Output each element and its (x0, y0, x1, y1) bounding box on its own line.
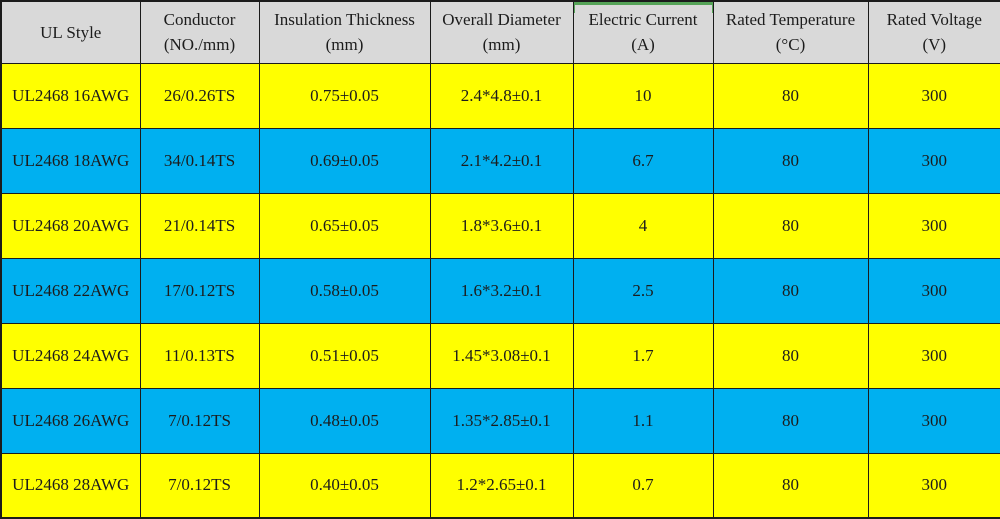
header-line: Electric Current (588, 9, 698, 29)
cell-ul-style: UL2468 26AWG (0, 387, 141, 454)
cell-electric-current: 0.7 (572, 452, 714, 519)
cell-electric-current: 6.7 (572, 127, 714, 194)
cell-insulation-thickness: 0.40±0.05 (258, 452, 431, 519)
header-line: Conductor (163, 9, 236, 29)
cell-ul-style: UL2468 22AWG (0, 257, 141, 324)
cell-insulation-thickness: 0.65±0.05 (258, 192, 431, 259)
cell-conductor: 17/0.12TS (139, 257, 260, 324)
cell-overall-diameter: 1.45*3.08±0.1 (429, 322, 574, 389)
cell-conductor: 21/0.14TS (139, 192, 260, 259)
cell-ul-style: UL2468 16AWG (0, 62, 141, 129)
header-row: UL Style Conductor (NO./mm) Insulation T… (0, 0, 1000, 64)
header-overall-diameter: Overall Diameter (mm) (429, 0, 574, 64)
table-row: UL2468 28AWG 7/0.12TS 0.40±0.05 1.2*2.65… (0, 452, 1000, 519)
header-rated-temperature: Rated Temperature (°C) (712, 0, 869, 64)
header-line: Overall Diameter (442, 9, 561, 29)
cell-electric-current: 1.7 (572, 322, 714, 389)
cell-ul-style: UL2468 28AWG (0, 452, 141, 519)
cell-rated-voltage: 300 (867, 192, 1000, 259)
header-line: Rated Temperature (725, 9, 856, 29)
cell-conductor: 7/0.12TS (139, 387, 260, 454)
header-insulation-thickness: Insulation Thickness (mm) (258, 0, 431, 64)
cell-rated-voltage: 300 (867, 452, 1000, 519)
header-conductor: Conductor (NO./mm) (139, 0, 260, 64)
cell-rated-temperature: 80 (712, 127, 869, 194)
table-row: UL2468 16AWG 26/0.26TS 0.75±0.05 2.4*4.8… (0, 62, 1000, 129)
cell-ul-style: UL2468 20AWG (0, 192, 141, 259)
cell-overall-diameter: 1.35*2.85±0.1 (429, 387, 574, 454)
cell-conductor: 11/0.13TS (139, 322, 260, 389)
table-row: UL2468 22AWG 17/0.12TS 0.58±0.05 1.6*3.2… (0, 257, 1000, 324)
header-line: Insulation Thickness (274, 9, 415, 29)
cell-rated-voltage: 300 (867, 257, 1000, 324)
table-header: UL Style Conductor (NO./mm) Insulation T… (0, 0, 1000, 64)
cell-rated-temperature: 80 (712, 62, 869, 129)
cell-overall-diameter: 2.1*4.2±0.1 (429, 127, 574, 194)
cell-insulation-thickness: 0.48±0.05 (258, 387, 431, 454)
table-body: UL2468 16AWG 26/0.26TS 0.75±0.05 2.4*4.8… (0, 62, 1000, 519)
header-electric-current: Electric Current (A) (572, 0, 714, 64)
table-row: UL2468 18AWG 34/0.14TS 0.69±0.05 2.1*4.2… (0, 127, 1000, 194)
cell-conductor: 26/0.26TS (139, 62, 260, 129)
cell-conductor: 7/0.12TS (139, 452, 260, 519)
table-row: UL2468 20AWG 21/0.14TS 0.65±0.05 1.8*3.6… (0, 192, 1000, 259)
cell-insulation-thickness: 0.51±0.05 (258, 322, 431, 389)
cell-electric-current: 1.1 (572, 387, 714, 454)
cell-overall-diameter: 1.6*3.2±0.1 (429, 257, 574, 324)
table-row: UL2468 26AWG 7/0.12TS 0.48±0.05 1.35*2.8… (0, 387, 1000, 454)
header-line: (mm) (482, 35, 521, 55)
table-row: UL2468 24AWG 11/0.13TS 0.51±0.05 1.45*3.… (0, 322, 1000, 389)
header-line: (V) (922, 35, 947, 55)
cell-rated-temperature: 80 (712, 322, 869, 389)
header-line: Rated Voltage (886, 9, 982, 29)
cell-rated-voltage: 300 (867, 62, 1000, 129)
cell-overall-diameter: 1.2*2.65±0.1 (429, 452, 574, 519)
cell-rated-temperature: 80 (712, 192, 869, 259)
cell-insulation-thickness: 0.58±0.05 (258, 257, 431, 324)
header-ul-style: UL Style (0, 0, 141, 64)
header-line: UL Style (40, 22, 102, 42)
cell-overall-diameter: 1.8*3.6±0.1 (429, 192, 574, 259)
header-rated-voltage: Rated Voltage (V) (867, 0, 1000, 64)
cell-rated-voltage: 300 (867, 387, 1000, 454)
cell-electric-current: 4 (572, 192, 714, 259)
cell-insulation-thickness: 0.75±0.05 (258, 62, 431, 129)
cell-rated-temperature: 80 (712, 387, 869, 454)
cell-rated-temperature: 80 (712, 452, 869, 519)
cell-rated-voltage: 300 (867, 322, 1000, 389)
cell-rated-temperature: 80 (712, 257, 869, 324)
cell-ul-style: UL2468 18AWG (0, 127, 141, 194)
header-line: (NO./mm) (163, 35, 236, 55)
header-line: (A) (631, 35, 655, 55)
cell-insulation-thickness: 0.69±0.05 (258, 127, 431, 194)
cell-electric-current: 10 (572, 62, 714, 129)
cell-ul-style: UL2468 24AWG (0, 322, 141, 389)
header-line: (°C) (775, 35, 806, 55)
header-line: (mm) (325, 35, 364, 55)
cell-overall-diameter: 2.4*4.8±0.1 (429, 62, 574, 129)
cell-conductor: 34/0.14TS (139, 127, 260, 194)
cell-rated-voltage: 300 (867, 127, 1000, 194)
cell-electric-current: 2.5 (572, 257, 714, 324)
